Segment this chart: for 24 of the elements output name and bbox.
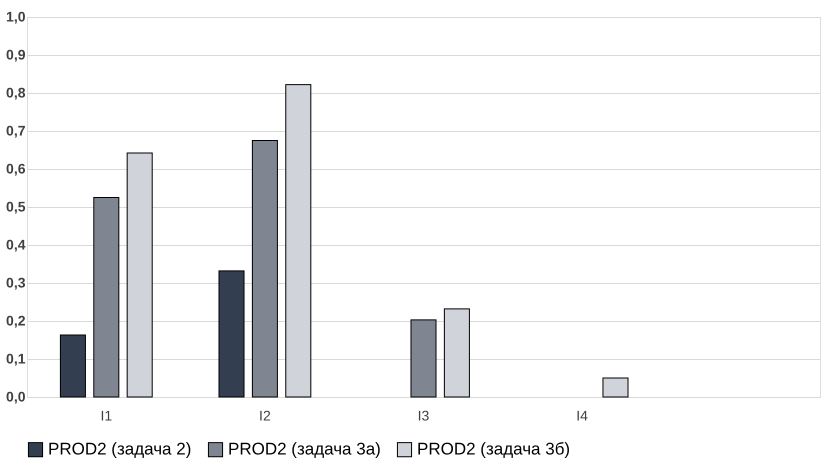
y-tick-label: 0,5	[6, 198, 26, 214]
y-tick-label: 0,0	[6, 388, 26, 404]
y-tick-label: 1,0	[6, 8, 26, 24]
legend-label: PROD2 (задача 3а)	[228, 440, 381, 459]
x-tick-label: I4	[576, 408, 588, 424]
y-tick-label: 0,3	[6, 274, 26, 290]
bar	[218, 270, 245, 398]
legend-label: PROD2 (задача 2)	[48, 440, 192, 459]
bar	[93, 197, 120, 398]
y-tick-label: 0,6	[6, 160, 26, 176]
y-tick-label: 0,4	[6, 236, 26, 252]
bar	[410, 319, 437, 398]
y-tick-label: 0,9	[6, 46, 26, 62]
x-tick-label: I1	[100, 408, 112, 424]
x-tick-label: I3	[418, 408, 430, 424]
y-tick-label: 0,7	[6, 122, 26, 138]
x-tick-label: I2	[259, 408, 271, 424]
bar	[602, 378, 629, 398]
legend-label: PROD2 (задача 3б)	[417, 440, 570, 459]
bar	[252, 140, 278, 398]
bar	[60, 334, 86, 398]
y-tick-label: 0,1	[6, 350, 26, 366]
y-tick-label: 0,2	[6, 312, 26, 328]
y-tick-label: 0,8	[6, 84, 26, 100]
